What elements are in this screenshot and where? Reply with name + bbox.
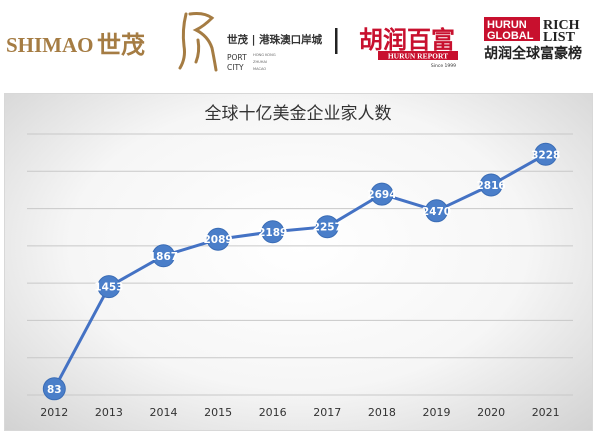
series-line-layer bbox=[52, 152, 547, 390]
x-tick-label-2017: 2017 bbox=[313, 406, 341, 419]
chart-panel: 全球十亿美金企业家人数 83 1453 1867 2089 2189 2257 2694 24… bbox=[4, 93, 593, 431]
data-label-2012: 83 bbox=[47, 384, 62, 396]
data-labels: 83 1453 1867 2089 2189 2257 2694 2470 2816 3228 bbox=[47, 149, 560, 396]
data-label-2013: 1453 bbox=[94, 282, 123, 294]
data-label-2020: 2816 bbox=[476, 180, 505, 192]
portcity-logo: 世茂 | 港珠澳口岸城 PORT CITY HONG KONG ZHUHAI M… bbox=[178, 12, 323, 72]
shimao-logo-cn: 世茂 bbox=[97, 31, 145, 59]
logo-divider bbox=[335, 28, 338, 54]
x-tick-label-2016: 2016 bbox=[259, 406, 287, 419]
chart-svg: 全球十亿美金企业家人数 83 1453 1867 2089 2189 2257 2694 24… bbox=[27, 104, 573, 419]
data-label-2017: 2257 bbox=[313, 222, 342, 234]
logo-bar: SHIMAO 世茂 世茂 | 港珠澳口岸城 PORT CITY HONG KON… bbox=[6, 12, 582, 72]
portcity-cn-text: 世茂 | 港珠澳口岸城 bbox=[227, 33, 323, 46]
x-tick-label-2013: 2013 bbox=[95, 406, 123, 419]
global-rich-list-logo: HURUN GLOBAL RICH LIST 胡润全球富豪榜 bbox=[484, 17, 582, 62]
global-rich-list-list: LIST bbox=[543, 30, 576, 45]
data-label-2014: 1867 bbox=[149, 251, 178, 263]
data-point-2020 bbox=[479, 173, 503, 197]
portcity-brush-icon bbox=[178, 12, 218, 72]
global-rich-list-red-block bbox=[484, 17, 540, 41]
data-points bbox=[42, 142, 558, 401]
data-label-2016: 2189 bbox=[258, 227, 287, 239]
x-tick-label-2012: 2012 bbox=[40, 406, 68, 419]
shimao-logo: SHIMAO 世茂 bbox=[6, 31, 145, 59]
x-tick-label-2019: 2019 bbox=[423, 406, 451, 419]
data-point-2016 bbox=[261, 220, 285, 244]
data-point-2014 bbox=[152, 244, 175, 268]
portcity-small-text-3: MACAO bbox=[253, 67, 266, 71]
portcity-city-text: CITY bbox=[227, 63, 244, 72]
data-point-2017 bbox=[315, 215, 339, 239]
hurun-report-en: HURUN REPORT bbox=[388, 52, 448, 61]
portcity-small-text-1: HONG KONG bbox=[253, 53, 276, 57]
series-line bbox=[52, 152, 547, 390]
x-tick-label-2018: 2018 bbox=[368, 406, 396, 419]
gridlines bbox=[27, 133, 573, 396]
data-point-2019 bbox=[425, 199, 448, 223]
data-label-2018: 2694 bbox=[367, 189, 396, 201]
data-label-2015: 2089 bbox=[203, 234, 232, 246]
data-label-2019: 2470 bbox=[422, 206, 451, 218]
data-label-2021: 3228 bbox=[531, 149, 560, 161]
hurun-report-cn: 胡润百富 bbox=[359, 26, 455, 54]
chart-title: 全球十亿美金企业家人数 bbox=[205, 104, 392, 124]
portcity-small-text-2: ZHUHAI bbox=[253, 60, 267, 64]
shimao-logo-latin: SHIMAO bbox=[6, 33, 94, 57]
hurun-report-bar bbox=[378, 51, 458, 60]
hurun-report-since: Since 1999 bbox=[431, 63, 456, 69]
global-rich-list-cn: 胡润全球富豪榜 bbox=[484, 45, 582, 62]
x-axis-tick-labels: 2012 2013 2014 2015 2016 2017 2018 2019 2020 2021 bbox=[40, 406, 559, 419]
data-point-2012 bbox=[42, 377, 66, 401]
x-tick-label-2015: 2015 bbox=[204, 406, 232, 419]
global-rich-list-global: GLOBAL bbox=[487, 30, 534, 42]
global-rich-list-hurun: HURUN bbox=[487, 19, 527, 31]
data-point-2013 bbox=[97, 275, 121, 299]
data-point-2018 bbox=[370, 182, 394, 206]
hurun-report-logo: 胡润百富 HURUN REPORT Since 1999 bbox=[359, 26, 458, 69]
data-point-2015 bbox=[206, 227, 230, 251]
x-tick-label-2020: 2020 bbox=[477, 406, 505, 419]
data-point-2021 bbox=[534, 142, 558, 166]
x-tick-label-2021: 2021 bbox=[532, 406, 560, 419]
x-tick-label-2014: 2014 bbox=[150, 406, 178, 419]
global-rich-list-rich: RICH bbox=[543, 18, 580, 33]
portcity-port-text: PORT bbox=[227, 53, 247, 62]
